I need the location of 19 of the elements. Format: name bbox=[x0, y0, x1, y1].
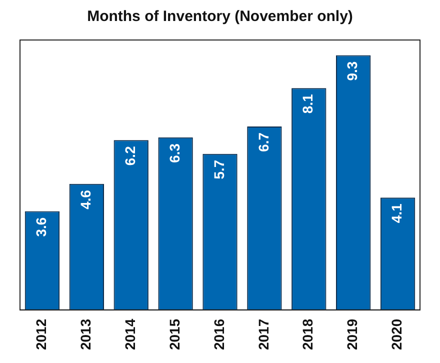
x-tick-label: 2019 bbox=[344, 318, 360, 350]
data-label: 6.7 bbox=[255, 132, 272, 152]
x-tick-label: 2013 bbox=[78, 318, 94, 350]
x-tick-label: 2017 bbox=[255, 318, 272, 350]
data-label: 3.6 bbox=[33, 217, 50, 237]
data-label: 4.6 bbox=[78, 190, 94, 210]
x-tick-label: 2016 bbox=[210, 318, 227, 350]
data-label: 6.3 bbox=[166, 143, 182, 163]
data-label: 9.3 bbox=[344, 61, 360, 81]
data-label: 5.7 bbox=[210, 160, 227, 180]
data-label: 4.1 bbox=[388, 203, 405, 224]
x-tick-label: 2020 bbox=[388, 318, 405, 350]
x-tick-label: 2014 bbox=[122, 318, 138, 350]
x-tick-label: 2012 bbox=[33, 318, 50, 350]
x-tick-label: 2018 bbox=[300, 318, 316, 350]
x-tick-label: 2015 bbox=[166, 318, 182, 350]
chart-title: Months of Inventory (November only) bbox=[87, 8, 353, 26]
data-label: 8.1 bbox=[300, 94, 316, 114]
data-label: 6.2 bbox=[122, 146, 138, 166]
